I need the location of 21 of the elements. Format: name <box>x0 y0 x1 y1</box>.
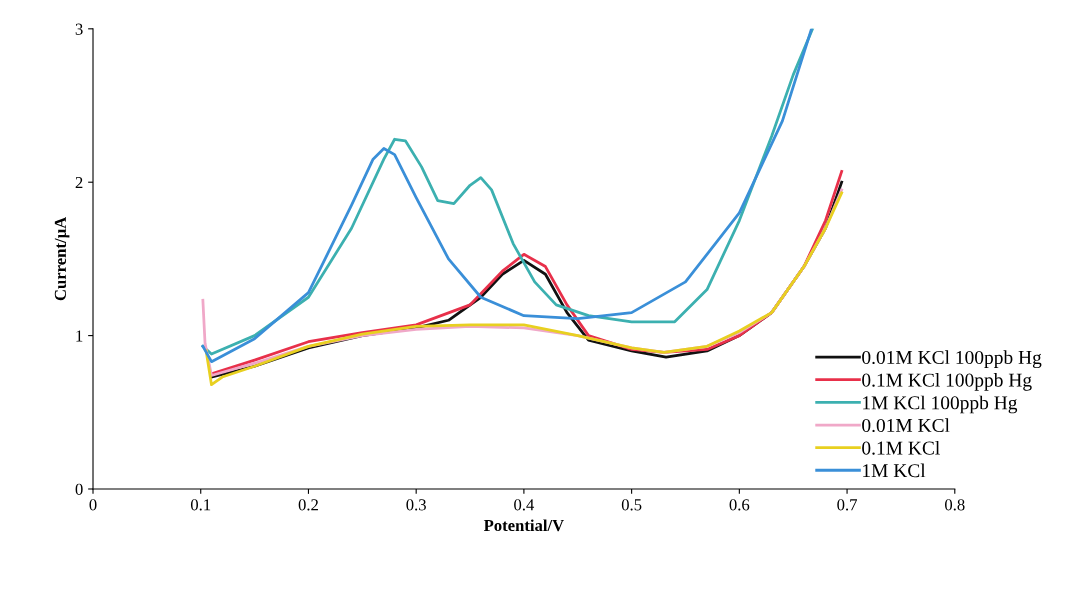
legend-label: 1M KCl <box>863 463 926 478</box>
legend-label: 0.01M KCl <box>862 418 950 433</box>
x-tick-label: 0.7 <box>837 499 857 511</box>
y-tick-label: 2 <box>75 176 83 188</box>
y-tick-label: 1 <box>76 330 83 342</box>
x-tick-label: 0.5 <box>621 499 642 511</box>
x-tick-label: 0 <box>89 499 97 511</box>
y-axis-title: Current/µA <box>54 216 70 301</box>
legend-label: 0.1M KCl <box>862 440 940 455</box>
legend-label: 0.01M KCl 100ppb Hg <box>862 350 1042 369</box>
y-tick-label: 0 <box>75 483 83 495</box>
x-tick-label: 0.2 <box>298 499 318 511</box>
x-tick-label: 0.4 <box>514 499 535 511</box>
x-tick-label: 0.1 <box>190 499 211 511</box>
legend-label: 0.1M KCl 100ppb Hg <box>862 373 1032 391</box>
x-tick-label: 0.8 <box>945 499 965 511</box>
y-tick-label: 3 <box>75 23 83 35</box>
x-tick-label: 0.6 <box>729 499 750 511</box>
x-tick-label: 0.3 <box>406 499 426 511</box>
legend-label: 1M KCl 100ppb Hg <box>863 395 1018 414</box>
x-axis-title: Potential/V <box>483 519 564 532</box>
